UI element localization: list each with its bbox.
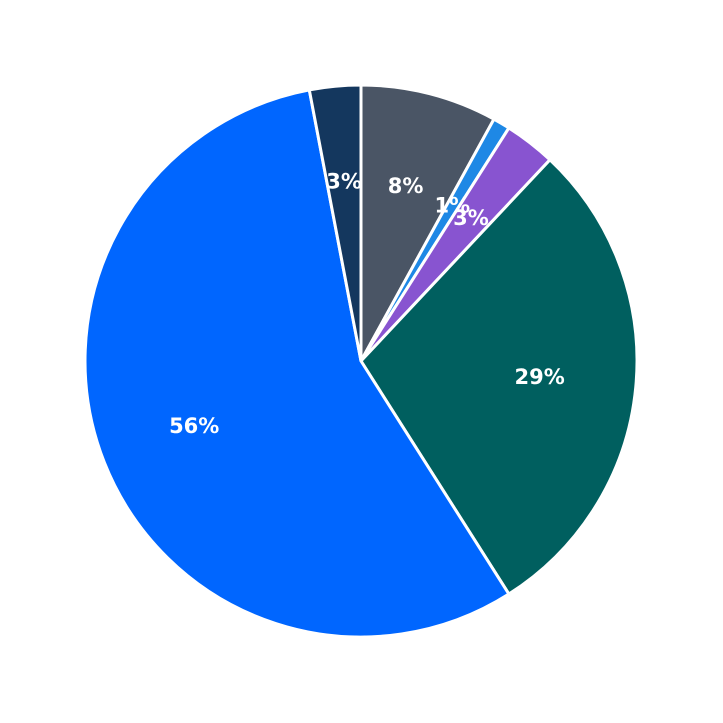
pie-slice bbox=[359, 83, 496, 363]
slice-label: 8% bbox=[388, 174, 424, 198]
slice-label: 1% bbox=[434, 194, 470, 218]
slice-label: 56% bbox=[169, 414, 219, 438]
pie-slice bbox=[83, 88, 511, 639]
pie-slice bbox=[359, 158, 639, 596]
slice-label: 29% bbox=[514, 365, 564, 389]
pie-slice bbox=[307, 83, 363, 363]
slice-label: 3% bbox=[326, 169, 362, 193]
slice-label: 3% bbox=[453, 206, 489, 230]
